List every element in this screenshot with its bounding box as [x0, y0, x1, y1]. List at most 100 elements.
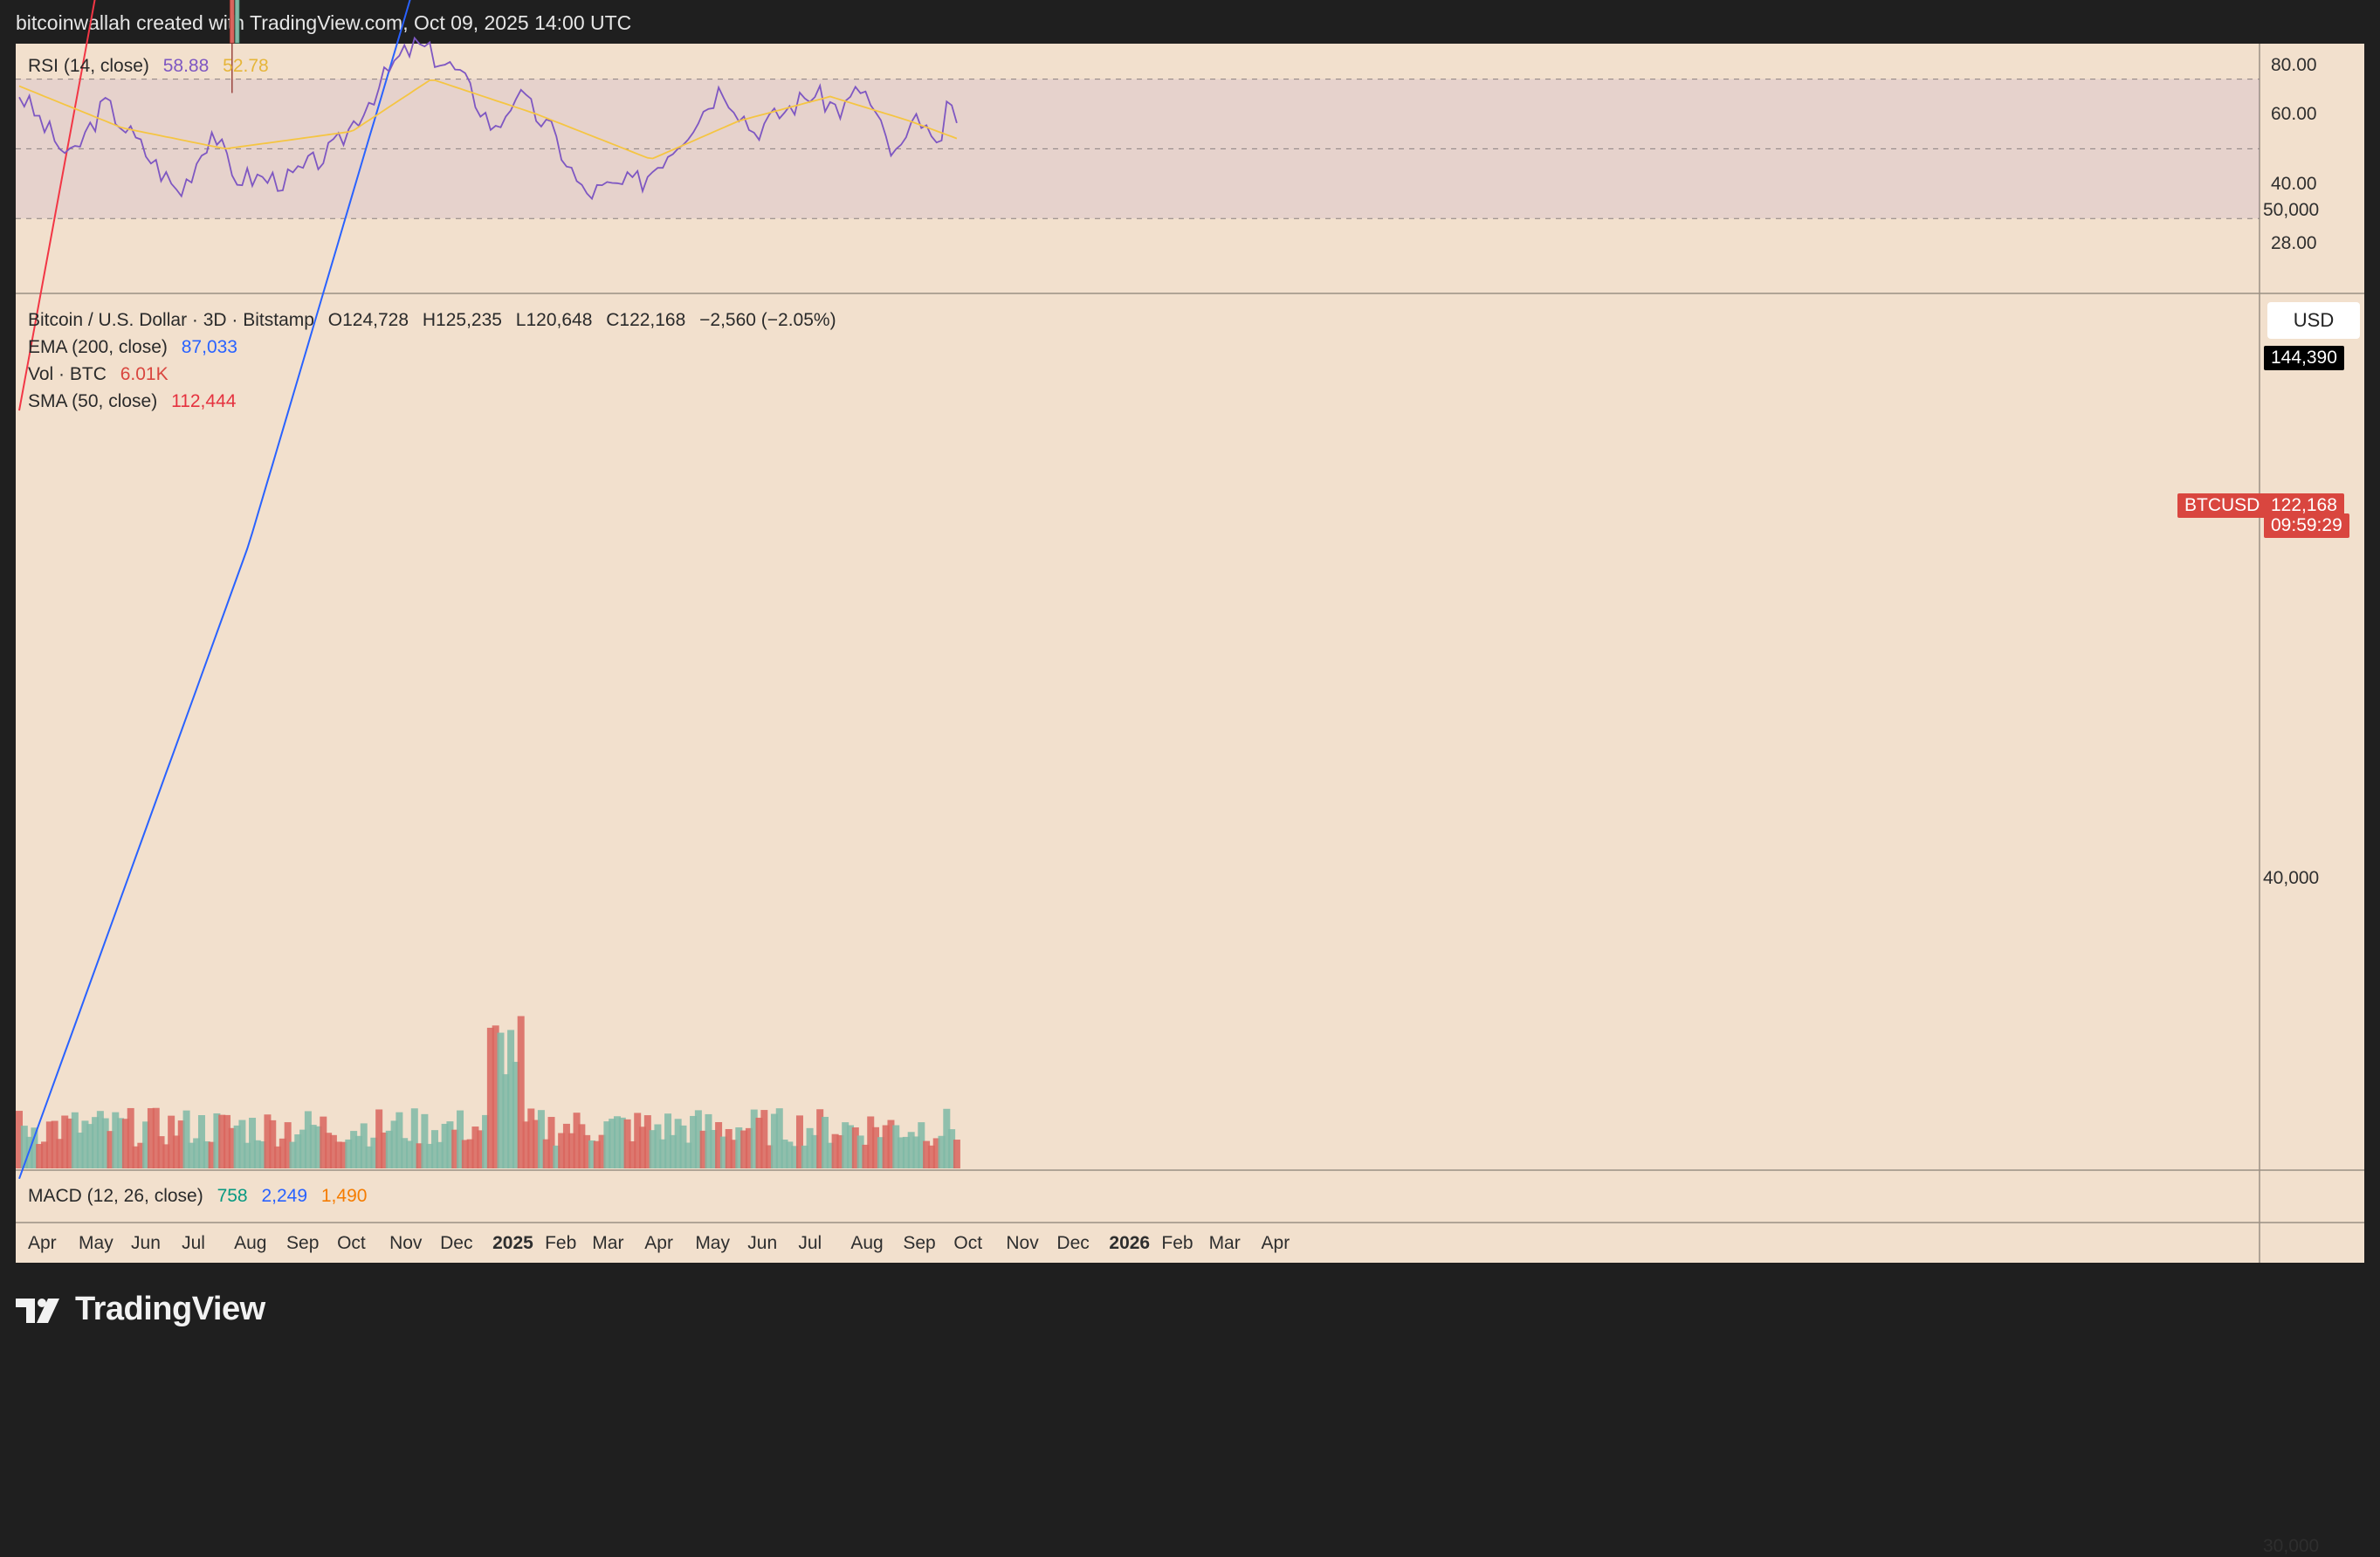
- volume-bar: [907, 1132, 915, 1168]
- indicator-lines: [18, 0, 411, 1180]
- footer: [0, 1263, 2380, 1360]
- volume-bar: [20, 1126, 28, 1168]
- volume-bar: [578, 1124, 586, 1168]
- volume-bar: [365, 1146, 373, 1168]
- volume-bar: [537, 1110, 545, 1168]
- macd-value: 758: [217, 1186, 248, 1206]
- volume-bar: [396, 1112, 403, 1168]
- volume-bar: [96, 1111, 104, 1168]
- volume-bar: [426, 1143, 434, 1168]
- chart-svg[interactable]: [0, 0, 2380, 1360]
- volume-bar: [517, 1016, 525, 1168]
- volume-bar: [294, 1134, 302, 1168]
- close-value: C122,168: [606, 310, 686, 330]
- volume-bar: [659, 1139, 667, 1168]
- volume-bar: [127, 1107, 134, 1168]
- volume-bar: [284, 1122, 292, 1168]
- volume-bar: [289, 1141, 297, 1168]
- volume-bars: [16, 1016, 960, 1168]
- rsi-tick: 80.00: [2271, 55, 2317, 75]
- volume-bar: [912, 1136, 920, 1168]
- volume-bar: [730, 1140, 738, 1168]
- volume-bar: [786, 1141, 794, 1168]
- volume-bar: [558, 1133, 566, 1168]
- volume-bar: [923, 1140, 931, 1168]
- volume-bar: [162, 1144, 170, 1168]
- time-tick: Jul: [798, 1233, 822, 1253]
- volume-bar: [354, 1135, 362, 1168]
- volume-bar: [197, 1115, 205, 1168]
- volume-bar: [684, 1142, 692, 1168]
- volume-bar: [502, 1074, 510, 1168]
- volume-bar: [719, 1136, 727, 1168]
- volume-bar: [380, 1132, 388, 1168]
- volume-bar: [725, 1128, 733, 1168]
- volume-bar: [775, 1108, 783, 1168]
- tradingview-logo-icon: [16, 1298, 59, 1323]
- chart-area[interactable]: [16, 44, 2364, 1263]
- volume-bar: [892, 1125, 900, 1168]
- volume-bar: [92, 1117, 100, 1168]
- volume-bar: [872, 1126, 880, 1168]
- volume-bar: [583, 1134, 591, 1168]
- volume-bar: [847, 1125, 855, 1168]
- volume-bar: [375, 1109, 383, 1168]
- volume-bar: [188, 1142, 196, 1168]
- currency-selector[interactable]: USD: [2267, 302, 2360, 339]
- candles: [229, 0, 240, 93]
- credit-text: bitcoinwallah created with TradingView.c…: [16, 11, 632, 34]
- time-tick: Nov: [1006, 1233, 1039, 1253]
- volume-bar: [320, 1116, 327, 1168]
- volume-bar: [117, 1118, 125, 1168]
- volume-bar: [588, 1140, 595, 1168]
- time-tick: Jun: [747, 1233, 778, 1253]
- volume-bar: [112, 1112, 120, 1168]
- time-tick: Aug: [850, 1233, 884, 1253]
- volume-bar: [547, 1117, 555, 1168]
- volume-bar: [446, 1121, 454, 1168]
- volume-bar: [340, 1141, 347, 1168]
- volume-bar: [943, 1108, 951, 1168]
- volume-bar: [507, 1030, 515, 1168]
- volume-bar: [274, 1146, 282, 1168]
- volume-bar: [553, 1145, 561, 1168]
- ema200-line: [18, 0, 411, 1180]
- time-tick: Mar: [1208, 1233, 1241, 1253]
- volume-bar: [690, 1115, 698, 1168]
- volume-bar: [679, 1125, 687, 1168]
- volume-bar: [309, 1125, 317, 1168]
- symbol-tag: BTCUSD: [2177, 493, 2267, 518]
- volume-bar: [471, 1126, 479, 1168]
- volume-bar: [948, 1129, 956, 1168]
- volume-bar: [562, 1123, 570, 1168]
- volume-bar: [461, 1140, 469, 1168]
- volume-bar: [244, 1142, 251, 1168]
- volume-bar: [811, 1134, 819, 1168]
- volume-bar: [512, 1061, 519, 1168]
- open-value: O124,728: [327, 310, 409, 330]
- time-tick: Apr: [644, 1233, 673, 1253]
- volume-bar: [735, 1127, 743, 1168]
- volume-bar: [593, 1140, 601, 1168]
- volume-bar: [618, 1117, 626, 1168]
- time-tick: Nov: [389, 1233, 423, 1253]
- volume-bar: [705, 1113, 712, 1168]
- volume-bar: [801, 1145, 808, 1168]
- volume-bar: [821, 1116, 829, 1168]
- ema-legend: EMA (200, close) 87,033: [28, 337, 237, 358]
- sma-legend: SMA (50, close) 112,444: [28, 391, 236, 412]
- volume-bar: [486, 1027, 494, 1168]
- time-tick: 2026: [1109, 1233, 1151, 1253]
- volume-bar: [649, 1130, 657, 1168]
- volume-bar: [36, 1144, 44, 1168]
- volume-bar: [132, 1146, 140, 1168]
- volume-bar: [269, 1120, 277, 1168]
- volume-bar: [898, 1137, 905, 1168]
- volume-bar: [877, 1137, 884, 1168]
- volume-bar: [567, 1133, 575, 1168]
- volume-bar: [385, 1130, 393, 1168]
- volume-bar: [492, 1025, 499, 1168]
- volume-bar: [279, 1138, 286, 1168]
- tradingview-logo[interactable]: TradingView: [16, 1291, 265, 1328]
- volume-bar: [629, 1140, 636, 1168]
